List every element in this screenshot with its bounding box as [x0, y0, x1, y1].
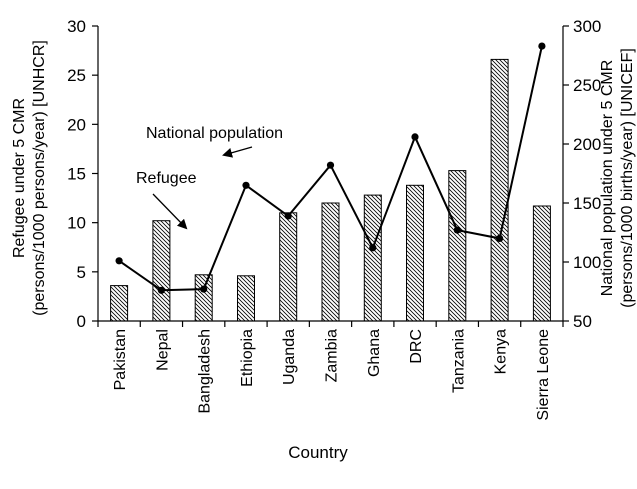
- x-tick-label: Ghana: [366, 329, 383, 377]
- point-pakistan: [115, 257, 123, 265]
- right-tick-label: 150: [573, 194, 601, 213]
- line-series-national-population: [115, 42, 546, 294]
- left-axis-title-line1: Refugee under 5 CMR: [11, 98, 28, 258]
- point-drc: [411, 133, 419, 141]
- left-tick-label: 30: [67, 17, 86, 36]
- bar-bangladesh: [194, 274, 213, 322]
- point-uganda: [284, 212, 292, 220]
- bar-sierra-leone: [532, 205, 551, 322]
- right-tick-label: 50: [573, 312, 592, 331]
- x-axis-title: Country: [288, 443, 348, 462]
- left-tick-label: 25: [67, 66, 86, 85]
- bar-series-refugee: [110, 58, 551, 322]
- point-ghana: [369, 244, 377, 252]
- x-tick-label: Nepal: [154, 329, 171, 371]
- x-axis-tick-labels: Pakistan Nepal Bangladesh Ethiopia Uganda Zam…: [97, 321, 564, 421]
- right-tick-label: 250: [573, 76, 601, 95]
- bar-uganda: [279, 212, 298, 322]
- x-tick-label: Tanzania: [450, 329, 467, 393]
- bar-tanzania: [448, 170, 467, 322]
- x-tick-label: DRC: [408, 329, 425, 364]
- left-tick-label: 10: [67, 214, 86, 233]
- point-sierra-leone: [538, 42, 546, 50]
- bar-zambia: [321, 202, 340, 322]
- point-bangladesh: [200, 285, 208, 293]
- right-axis-title-line2: (persons/1000 births/year) [UNICEF]: [619, 48, 636, 308]
- annotation-arrow-national-population: [222, 146, 253, 158]
- right-axis-title-line1: National population under 5 CMR: [599, 60, 616, 297]
- left-axis-ticks: 0 5 10 15 20 25 30: [67, 17, 98, 331]
- point-kenya: [496, 234, 504, 242]
- right-axis-ticks: 50 100 150 200 250 300: [563, 17, 601, 331]
- bar-drc: [406, 184, 424, 322]
- annotation-refugee: Refugee: [136, 170, 197, 187]
- x-tick-label: Zambia: [324, 329, 341, 382]
- left-tick-label: 20: [67, 115, 86, 134]
- left-tick-label: 15: [67, 165, 86, 184]
- x-tick-label: Uganda: [281, 329, 298, 385]
- bar-kenya: [490, 58, 509, 322]
- left-tick-label: 5: [77, 263, 86, 282]
- bar-ethiopia: [237, 275, 255, 322]
- annotation-arrow-refugee: [152, 193, 188, 230]
- x-tick-label: Bangladesh: [197, 329, 214, 414]
- bar-pakistan: [110, 285, 129, 322]
- point-tanzania: [453, 226, 461, 234]
- bar-ghana: [363, 194, 382, 322]
- left-axis-title-line2: (persons/1000 persons/year) [UNHCR]: [31, 40, 48, 316]
- point-ethiopia: [242, 181, 250, 189]
- point-nepal: [157, 286, 165, 294]
- left-tick-label: 0: [77, 312, 86, 331]
- bar-nepal: [152, 220, 171, 322]
- right-tick-label: 300: [573, 17, 601, 36]
- point-zambia: [326, 161, 335, 169]
- annotation-national-population: National population: [146, 125, 283, 142]
- x-tick-label: Sierra Leone: [535, 329, 552, 421]
- x-tick-label: Kenya: [493, 329, 510, 374]
- right-tick-label: 100: [573, 253, 601, 272]
- right-tick-label: 200: [573, 135, 601, 154]
- x-tick-label: Pakistan: [112, 329, 129, 390]
- x-tick-label: Ethiopia: [239, 329, 256, 387]
